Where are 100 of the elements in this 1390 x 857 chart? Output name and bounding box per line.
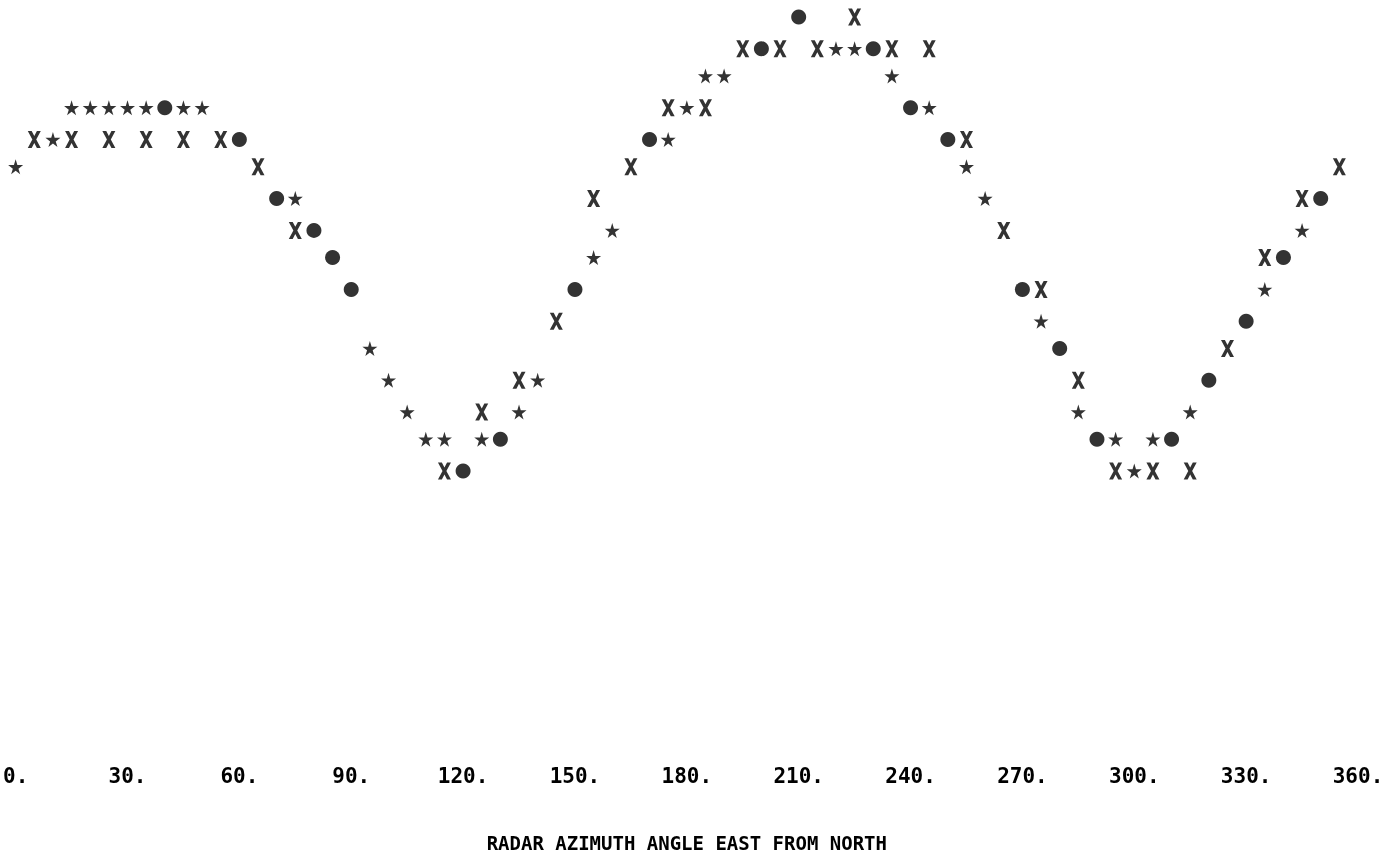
point xyxy=(343,281,359,297)
point xyxy=(175,100,191,116)
point xyxy=(1183,462,1197,480)
point xyxy=(1332,158,1346,176)
point xyxy=(587,190,601,208)
x-tick-label: 120. xyxy=(437,763,489,788)
point xyxy=(1071,371,1085,389)
point xyxy=(604,222,620,238)
point xyxy=(1295,190,1309,208)
x-tick-label: 270. xyxy=(997,763,1048,788)
point xyxy=(530,372,546,388)
point xyxy=(455,463,471,479)
x-tick-label: 30. xyxy=(108,763,147,788)
point xyxy=(1033,313,1049,329)
point xyxy=(1313,191,1329,207)
point xyxy=(1109,462,1123,480)
point xyxy=(82,100,98,116)
point xyxy=(8,159,24,175)
point xyxy=(885,40,899,58)
point xyxy=(736,40,750,58)
point xyxy=(1070,404,1086,420)
point xyxy=(1164,431,1180,447)
point xyxy=(102,131,116,149)
point xyxy=(512,371,526,389)
point xyxy=(828,41,844,57)
point xyxy=(194,100,210,116)
point xyxy=(1145,431,1161,447)
x-axis-title: RADAR AZIMUTH ANGLE EAST FROM NORTH xyxy=(486,831,888,854)
point xyxy=(810,40,824,58)
x-tick-label: 330. xyxy=(1220,763,1272,788)
point xyxy=(549,312,563,330)
point xyxy=(977,191,993,207)
point xyxy=(660,132,676,148)
point xyxy=(791,9,807,25)
point xyxy=(492,431,508,447)
x-tick-label: 240. xyxy=(885,763,936,788)
point xyxy=(437,462,451,480)
point xyxy=(697,68,713,84)
point xyxy=(716,68,732,84)
point xyxy=(101,100,117,116)
point xyxy=(1294,222,1310,238)
point xyxy=(624,158,638,176)
point xyxy=(399,404,415,420)
point xyxy=(214,131,228,149)
point xyxy=(679,100,695,116)
point xyxy=(1146,462,1160,480)
x-tick-label: 180. xyxy=(661,763,713,788)
point xyxy=(922,40,936,58)
point xyxy=(306,222,322,238)
point xyxy=(1275,250,1291,266)
point xyxy=(381,372,397,388)
x-tick-label: 300. xyxy=(1108,763,1160,788)
point xyxy=(65,131,79,149)
point xyxy=(773,40,787,58)
point xyxy=(27,131,41,149)
point xyxy=(287,191,303,207)
point xyxy=(940,132,956,148)
point xyxy=(436,431,452,447)
point xyxy=(139,131,153,149)
point xyxy=(251,158,265,176)
point xyxy=(362,340,378,356)
point xyxy=(903,100,919,116)
x-tick-label: 150. xyxy=(549,763,601,788)
point xyxy=(157,100,173,116)
point xyxy=(269,191,285,207)
point xyxy=(847,41,863,57)
point xyxy=(1238,313,1254,329)
point xyxy=(1182,404,1198,420)
point xyxy=(661,99,675,117)
point xyxy=(325,250,341,266)
point xyxy=(138,100,154,116)
point xyxy=(1220,339,1234,357)
point xyxy=(475,403,489,421)
point xyxy=(120,100,136,116)
point xyxy=(231,132,247,148)
point xyxy=(753,41,769,57)
point xyxy=(176,131,190,149)
point xyxy=(698,99,712,117)
point xyxy=(418,431,434,447)
x-tick-label: 360. xyxy=(1332,763,1384,788)
x-tick-label: 90. xyxy=(332,763,371,788)
point xyxy=(567,281,583,297)
point xyxy=(848,8,862,26)
point xyxy=(1052,340,1068,356)
point xyxy=(1014,281,1030,297)
x-tick-label: 0. xyxy=(2,763,29,788)
point xyxy=(642,132,658,148)
point xyxy=(288,221,302,239)
point xyxy=(1126,463,1142,479)
point xyxy=(1108,431,1124,447)
point xyxy=(474,431,490,447)
point xyxy=(865,41,881,57)
point xyxy=(64,100,80,116)
point xyxy=(921,100,937,116)
point xyxy=(45,132,61,148)
point xyxy=(884,68,900,84)
point xyxy=(1034,280,1048,298)
x-tick-label: 60. xyxy=(220,763,259,788)
point xyxy=(997,221,1011,239)
point xyxy=(959,131,973,149)
